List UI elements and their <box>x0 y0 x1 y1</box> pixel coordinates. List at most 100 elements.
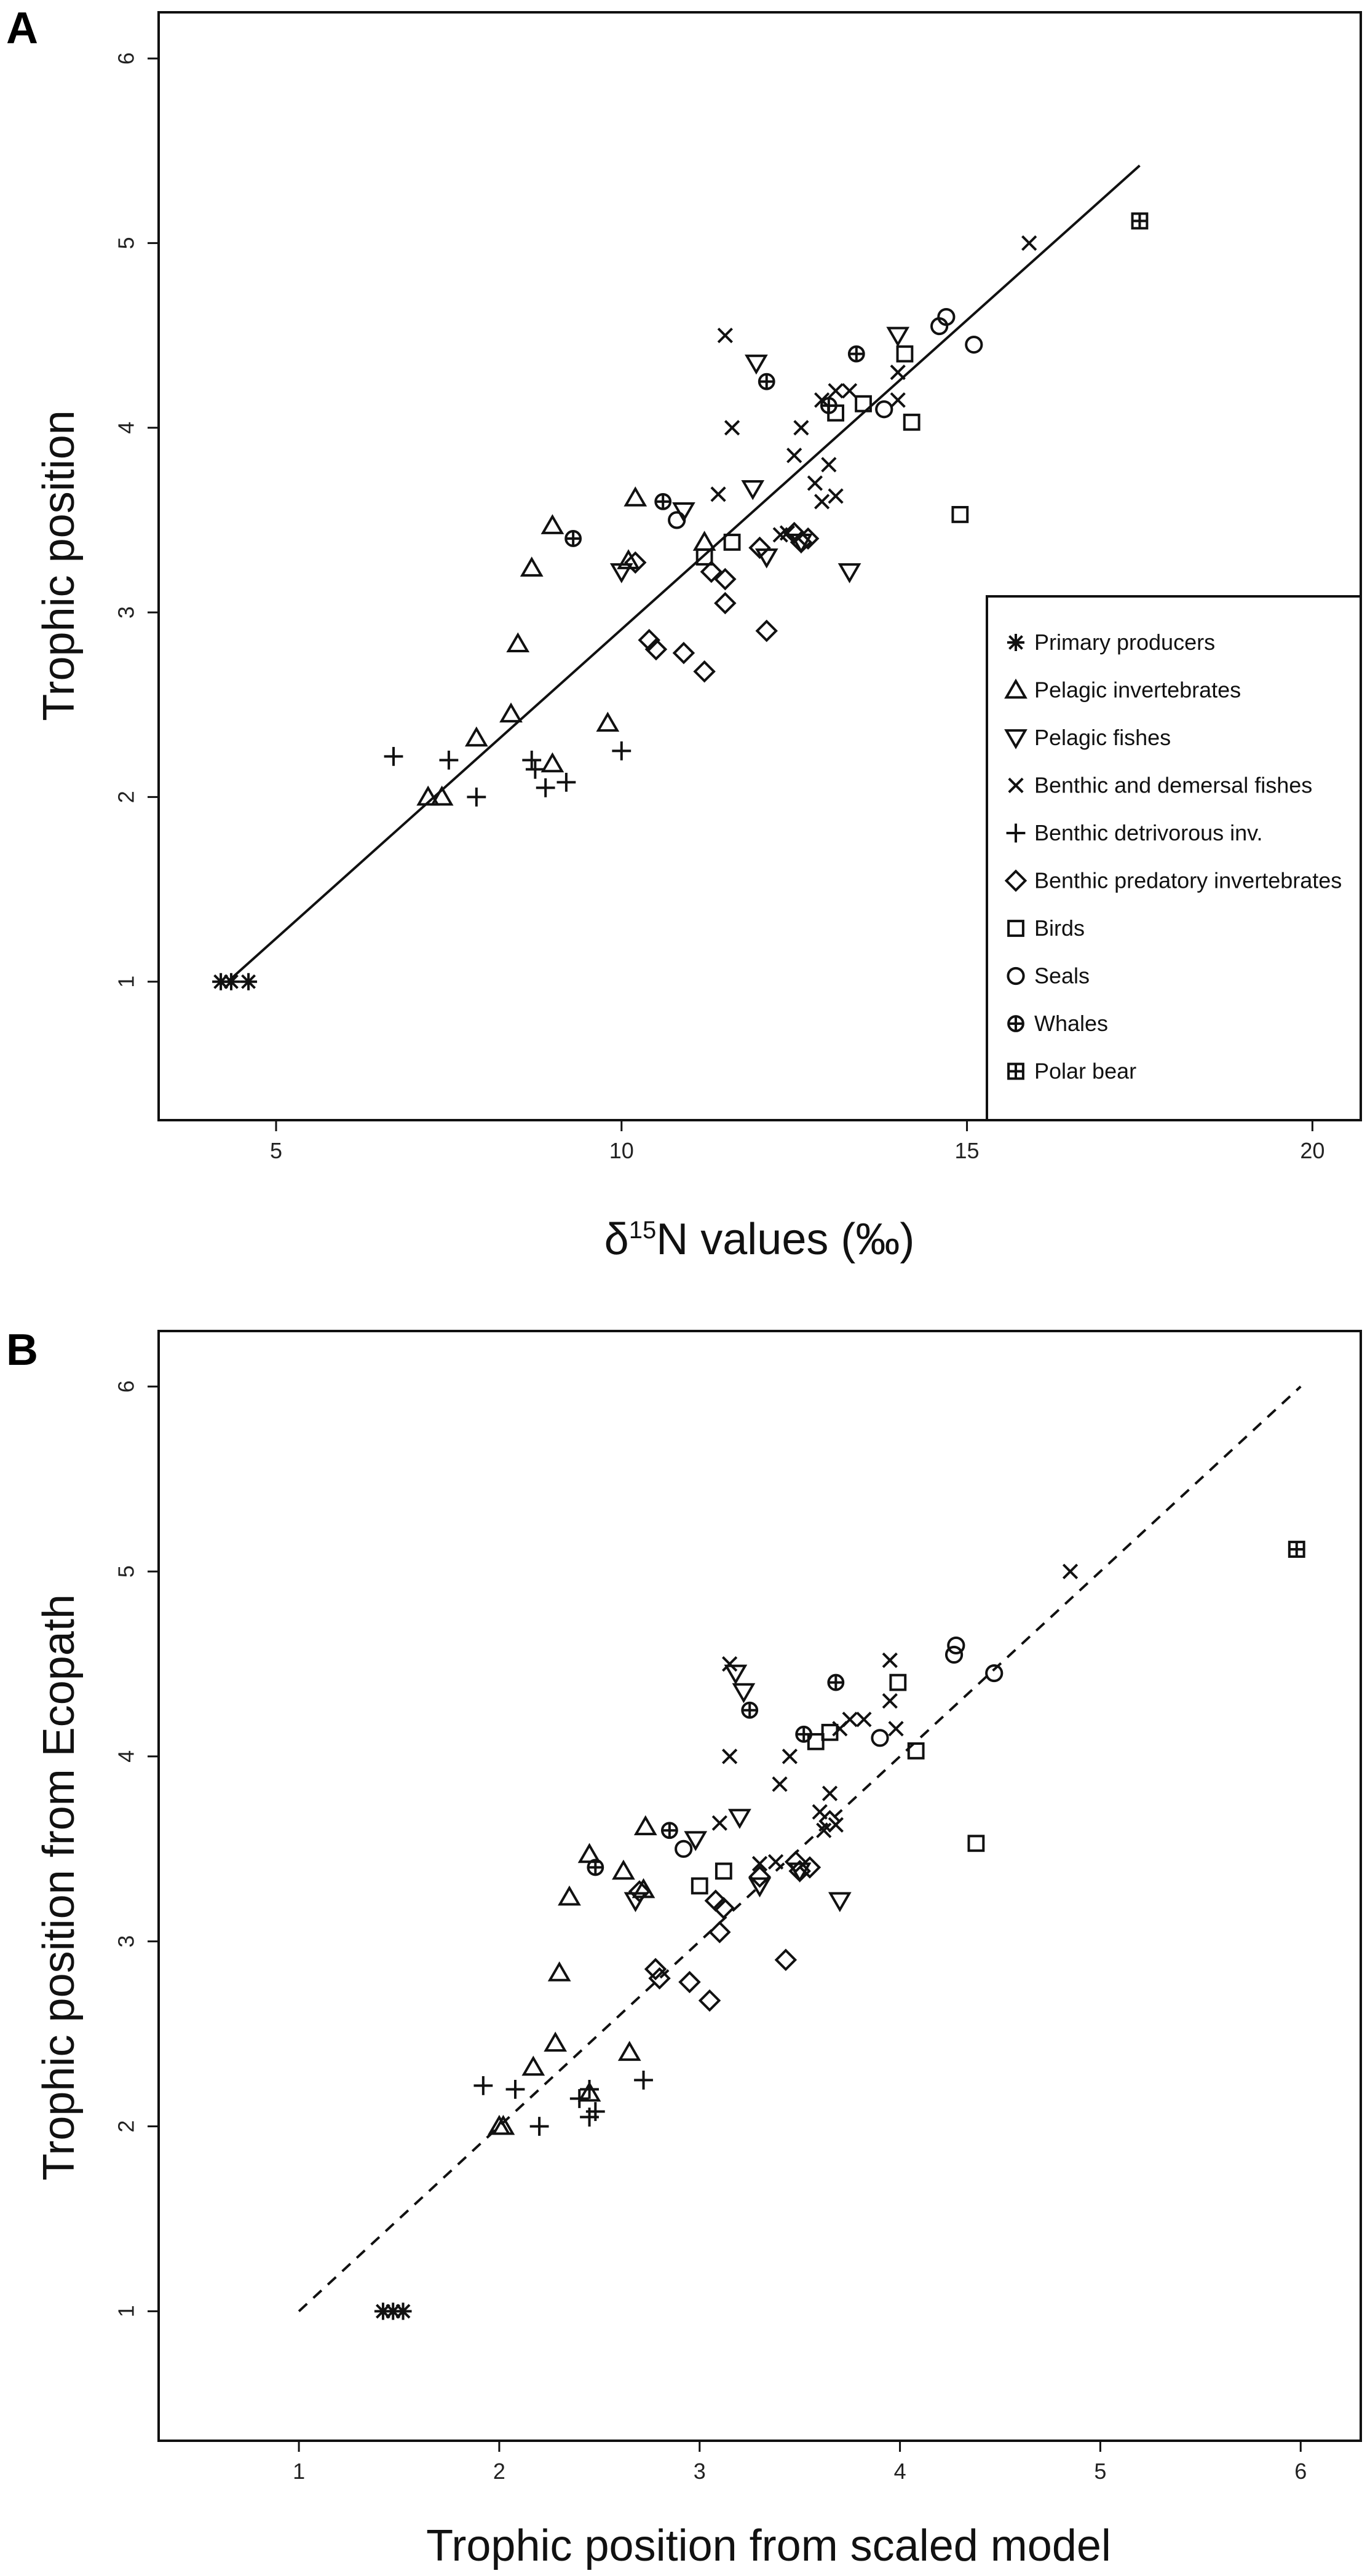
legend-item: Birds <box>1007 915 1085 941</box>
data-point <box>795 1725 813 1743</box>
legend-label: Birds <box>1034 915 1085 941</box>
data-point <box>847 345 865 363</box>
data-point <box>882 1693 898 1709</box>
data-point <box>814 494 830 510</box>
data-point <box>520 556 544 577</box>
panel-b-data-points <box>374 1541 1305 2320</box>
series-birds <box>695 345 969 566</box>
panel-a-regression-line <box>227 164 1141 983</box>
legend-item: Pelagic fishes <box>1004 725 1171 750</box>
data-point <box>807 475 823 491</box>
legend-marker <box>1007 966 1025 986</box>
data-point <box>732 1683 756 1704</box>
data-point <box>889 1673 907 1691</box>
x-label-superscript: 15 <box>629 1217 657 1244</box>
legend-marker <box>1006 823 1026 843</box>
data-point <box>886 326 910 347</box>
data-point <box>240 973 258 990</box>
y-tick-label: 1 <box>114 2305 139 2317</box>
y-tick-label: 2 <box>114 2120 139 2133</box>
panel-b-one-to-one-line <box>298 1385 1302 2312</box>
legend-marker <box>1007 1062 1024 1080</box>
data-point <box>678 1970 701 1994</box>
data-point <box>648 1967 671 1990</box>
legend-marker <box>1007 920 1024 937</box>
legend-marker <box>1007 1015 1024 1032</box>
panel-a-label: A <box>6 4 38 53</box>
data-point <box>617 2041 641 2061</box>
data-point <box>529 2117 549 2136</box>
data-point <box>788 1860 811 1883</box>
data-point <box>748 1865 771 1888</box>
y-tick-label: 4 <box>114 1750 139 1763</box>
data-point <box>1062 1563 1079 1579</box>
data-point <box>741 1701 759 1719</box>
y-tick-label: 4 <box>114 422 139 434</box>
data-point <box>430 785 454 806</box>
x-label-suffix: N values (‰) <box>656 1215 914 1264</box>
data-point <box>692 531 716 551</box>
panel-b: B 1 2 3 4 5 6 1 2 3 4 5 6 Trophic position from Eco… <box>6 1326 1362 2570</box>
data-point <box>965 336 983 354</box>
data-point <box>774 1948 798 1972</box>
data-point <box>842 1712 858 1728</box>
data-point <box>714 567 737 591</box>
y-tick-label: 3 <box>114 1935 139 1948</box>
data-point <box>714 591 737 615</box>
data-point <box>790 531 813 554</box>
data-point <box>715 1862 732 1880</box>
legend-item: Whales <box>1007 1011 1108 1036</box>
series-benthic-detrivorous-inv <box>473 2070 653 2136</box>
legend-label: Pelagic fishes <box>1034 725 1171 750</box>
data-point <box>612 741 632 761</box>
x-tick-label: 3 <box>694 2459 706 2484</box>
data-point <box>782 1748 798 1764</box>
data-point <box>855 395 872 413</box>
data-point <box>890 392 906 408</box>
data-point <box>837 563 861 583</box>
data-point <box>540 752 564 773</box>
data-point <box>1131 212 1149 230</box>
data-point <box>944 1645 964 1664</box>
data-point <box>967 1835 985 1852</box>
data-point <box>745 354 768 375</box>
legend-marker <box>1007 634 1024 651</box>
data-point <box>710 486 726 502</box>
series-primary-producers <box>212 973 258 990</box>
series-seals <box>675 1636 1004 1858</box>
data-point <box>856 1712 872 1728</box>
data-point <box>758 373 775 390</box>
data-point <box>587 1859 604 1876</box>
data-point <box>544 2031 568 2052</box>
y-tick-label: 1 <box>114 976 139 988</box>
data-point <box>222 973 240 990</box>
legend-label: Polar bear <box>1034 1059 1136 1084</box>
legend-marker <box>1008 777 1024 794</box>
data-point <box>499 702 523 723</box>
x-tick-label: 6 <box>1294 2459 1307 2484</box>
data-point <box>558 1885 581 1906</box>
data-point <box>1288 1541 1305 1558</box>
data-point <box>767 1854 784 1870</box>
x-tick-label: 5 <box>270 1138 282 1163</box>
data-point <box>644 1958 667 1981</box>
data-point <box>896 345 914 363</box>
data-point <box>793 420 809 436</box>
data-point <box>536 778 555 797</box>
data-point <box>564 530 582 547</box>
legend-label: Benthic and demersal fishes <box>1034 773 1312 798</box>
legend-item: Benthic detrivorous inv. <box>1006 820 1263 845</box>
y-tick-label: 2 <box>114 791 139 803</box>
data-point <box>522 750 542 770</box>
data-point <box>612 1859 635 1880</box>
data-point <box>821 1723 839 1741</box>
series-pelagic-fishes <box>624 1664 852 1913</box>
legend-item: Pelagic invertebrates <box>1004 678 1241 703</box>
data-point <box>728 1809 751 1829</box>
data-point <box>672 641 695 665</box>
data-point <box>668 511 686 529</box>
legend-item: Benthic and demersal fishes <box>1008 773 1312 798</box>
data-point <box>540 514 564 534</box>
data-point <box>779 525 796 541</box>
series-polar-bear <box>1131 212 1149 230</box>
